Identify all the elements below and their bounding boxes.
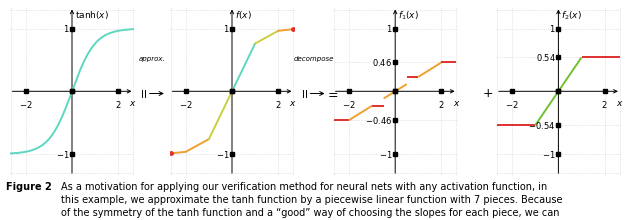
Text: $-0.54$: $-0.54$ [529,120,556,131]
Text: $-0.46$: $-0.46$ [365,115,392,126]
Text: $2$: $2$ [602,99,608,110]
Text: $-1$: $-1$ [56,148,69,160]
Text: $+$: $+$ [482,86,493,100]
Text: $-1$: $-1$ [216,148,229,160]
Text: $-1$: $-1$ [379,148,392,160]
Text: of the symmetry of the tanh function and a “good” way of choosing the slopes for: of the symmetry of the tanh function and… [61,208,559,218]
Text: $x$: $x$ [452,99,460,108]
Text: $f(x)$: $f(x)$ [235,9,252,21]
Text: $2$: $2$ [115,99,122,110]
Text: approx.: approx. [139,56,166,62]
Text: $-2$: $-2$ [19,99,33,110]
Text: $2$: $2$ [438,99,445,110]
Text: $0.54$: $0.54$ [536,52,556,63]
Text: $1$: $1$ [549,23,556,34]
Text: decompose: decompose [293,56,334,62]
Text: $x$: $x$ [289,99,297,108]
Text: $1$: $1$ [386,23,392,34]
Text: $=$: $=$ [324,86,339,100]
Text: $-1$: $-1$ [542,148,556,160]
Text: $f_1(x)$: $f_1(x)$ [398,9,419,22]
Text: $1$: $1$ [223,23,229,34]
Text: $0.46$: $0.46$ [372,57,392,68]
Text: $\tanh(x)$: $\tanh(x)$ [75,9,109,21]
Text: $x$: $x$ [616,99,623,108]
Text: $-2$: $-2$ [179,99,193,110]
Text: $1$: $1$ [63,23,69,34]
Text: this example, we approximate the tanh function by a piecewise linear function wi: this example, we approximate the tanh fu… [61,195,563,205]
Text: $x$: $x$ [129,99,137,108]
Text: $-2$: $-2$ [506,99,519,110]
Text: $2$: $2$ [275,99,282,110]
Text: $f_2(x)$: $f_2(x)$ [561,9,582,22]
Text: Figure 2: Figure 2 [6,182,52,191]
Text: As a motivation for applying our verification method for neural nets with any ac: As a motivation for applying our verific… [61,182,547,191]
Text: $-2$: $-2$ [342,99,356,110]
